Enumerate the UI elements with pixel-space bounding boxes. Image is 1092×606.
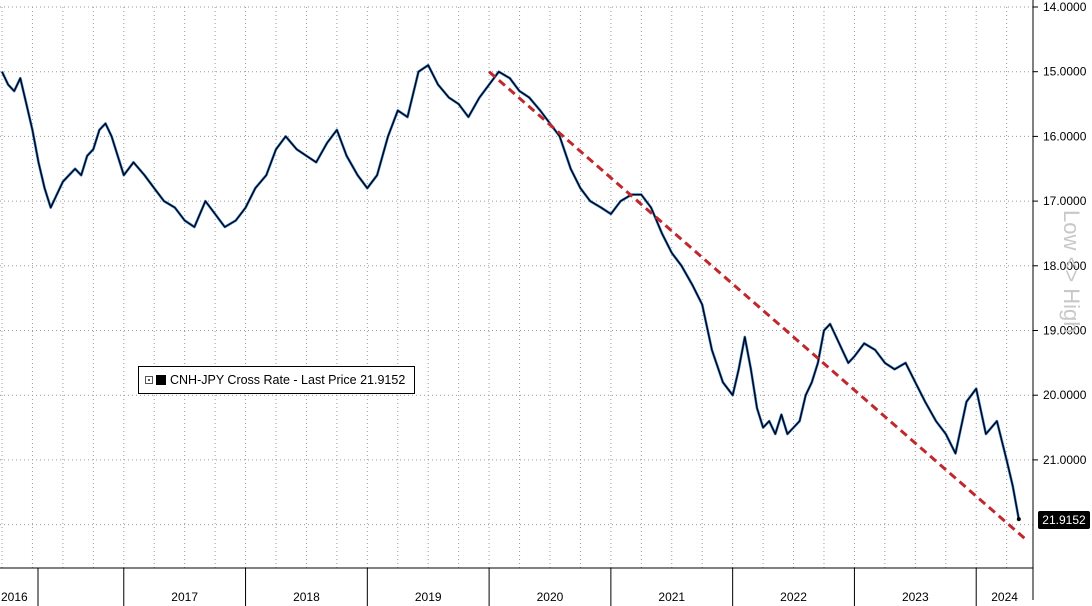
x-tick-label: 2023 [902, 590, 929, 604]
x-tick-label: 2022 [780, 590, 807, 604]
y-tick-label: 15.0000 [1043, 65, 1087, 79]
legend-swatch [156, 375, 166, 385]
last-value-tag: 21.9152 [1038, 511, 1090, 529]
trendline [488, 70, 1029, 542]
x-tick-label: 2024 [991, 590, 1018, 604]
y-tick-label: 18.0000 [1043, 259, 1087, 273]
legend: CNH-JPY Cross Rate - Last Price 21.9152 [138, 366, 416, 394]
legend-expand-icon [145, 376, 153, 384]
x-tick-label: 2021 [658, 590, 685, 604]
last-point-marker [1016, 517, 1021, 522]
x-tick-labels: 2016 2017 2018 2019 2020 2021 2022 2023 2024 [1, 590, 1018, 604]
x-tick-label: 2018 [293, 590, 320, 604]
y-tick-label: 21.0000 [1043, 453, 1087, 467]
y-axis-side-label: Low <> High [1059, 210, 1084, 334]
y-tick-label: 14.0000 [1043, 0, 1087, 14]
y-tick-label: 19.0000 [1043, 324, 1087, 338]
year-separators [37, 568, 977, 606]
x-tick-label: 2019 [415, 590, 442, 604]
series-line-cnh-jpy [1, 64, 1020, 520]
x-tick-label: 2016 [1, 590, 28, 604]
x-tick-label: 2020 [537, 590, 564, 604]
legend-label: CNH-JPY Cross Rate - Last Price 21.9152 [170, 373, 406, 387]
series-lines [0, 63, 1021, 522]
y-tick-labels: 14.0000 15.0000 16.0000 17.0000 18.0000 19.00… [1043, 0, 1087, 467]
y-tick-label: 16.0000 [1043, 129, 1087, 143]
x-tick-label: 2017 [171, 590, 198, 604]
trendline-layer [488, 70, 1029, 542]
y-tick-label: 17.0000 [1043, 194, 1087, 208]
axes [0, 0, 1038, 600]
grid-lines [0, 6, 1033, 568]
y-tick-label: 20.0000 [1043, 388, 1087, 402]
